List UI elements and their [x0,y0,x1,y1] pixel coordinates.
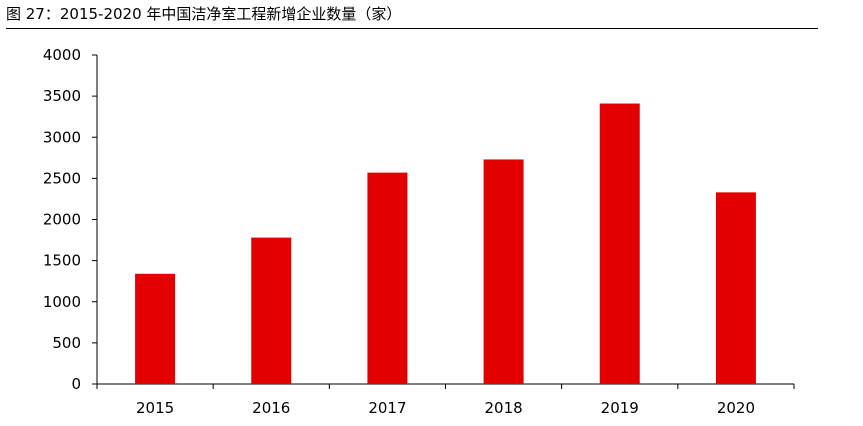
x-axis-labels: 2015 2016 2017 2018 2019 2020 [136,399,755,417]
y-tick-label: 0 [71,375,81,393]
bar-2019 [599,103,640,384]
y-tick-label: 4000 [43,46,81,64]
y-tick-label: 3500 [43,87,81,105]
x-tick-label: 2016 [252,399,290,417]
bars [135,103,756,384]
bar-2015 [135,273,176,384]
x-tick-label: 2019 [601,399,639,417]
figure-title-bar: 图 27：2015-2020 年中国洁净室工程新增企业数量（家） [6,0,818,29]
bar-2018 [483,159,524,384]
chart-axes [96,55,795,389]
x-tick-label: 2017 [368,399,406,417]
bar-2016 [251,237,292,384]
y-tick-label: 1000 [43,293,81,311]
y-axis-ticks: 0 500 1000 1500 2000 2500 3000 3500 4000 [43,46,97,393]
x-tick-label: 2015 [136,399,174,417]
x-tick-label: 2020 [717,399,755,417]
y-tick-label: 3000 [43,128,81,146]
figure-title: 图 27：2015-2020 年中国洁净室工程新增企业数量（家） [6,5,402,23]
y-tick-label: 2000 [43,211,81,229]
y-tick-label: 2500 [43,169,81,187]
y-tick-label: 1500 [43,252,81,270]
bar-2017 [367,172,408,384]
bar-2020 [715,192,756,384]
x-tick-label: 2018 [484,399,522,417]
y-tick-label: 500 [52,334,81,352]
